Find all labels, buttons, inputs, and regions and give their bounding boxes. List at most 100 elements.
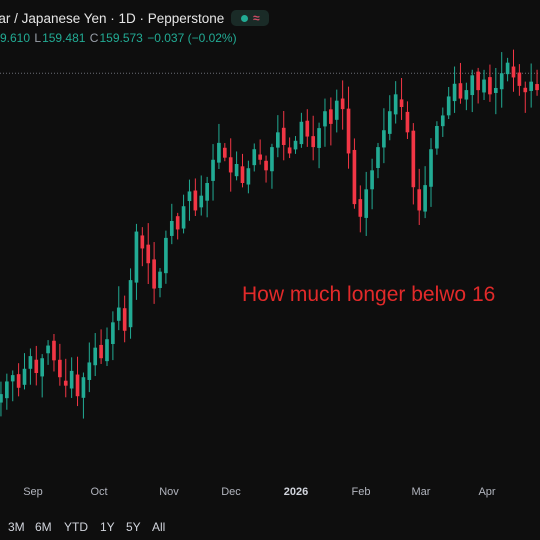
candle-body xyxy=(187,191,192,202)
open-value: 9.610 xyxy=(0,31,31,45)
candle-body xyxy=(140,235,145,249)
candle-body xyxy=(523,87,528,93)
candle-body xyxy=(52,340,56,361)
symbol-header: ɫar / Japanese Yen · 1D · Pepperstone ≈ xyxy=(0,9,270,27)
candle-body xyxy=(340,98,345,110)
candle-body xyxy=(228,157,233,173)
x-tick-label: Apr xyxy=(478,486,496,498)
close-value: 159.573 xyxy=(99,31,143,45)
candle-body xyxy=(399,99,404,107)
candle-body xyxy=(252,149,257,166)
candle-body xyxy=(240,166,245,183)
candle-body xyxy=(452,83,457,102)
candle-body xyxy=(40,358,45,377)
candle-body xyxy=(482,79,486,93)
candle-body xyxy=(376,147,380,168)
x-tick-label: Feb xyxy=(351,486,371,498)
candle-body xyxy=(352,149,357,205)
candle-body xyxy=(99,344,103,359)
candle-body xyxy=(105,339,109,362)
low-value: 159.481 xyxy=(42,31,86,45)
candle-body xyxy=(164,237,168,274)
candle-body xyxy=(16,374,21,388)
candle-body xyxy=(69,370,74,389)
candle-body xyxy=(270,147,274,172)
candle-body xyxy=(222,147,227,158)
candle-body xyxy=(446,96,451,116)
chart-text-annotation[interactable]: How much longer belwo 16 xyxy=(242,283,496,306)
candle-body xyxy=(146,244,151,264)
candle-body xyxy=(470,75,475,96)
candle-body xyxy=(0,394,3,403)
candle-body xyxy=(287,147,292,154)
range-button-5y[interactable]: 5Y xyxy=(126,520,141,534)
candle-body xyxy=(423,185,427,212)
candle-body xyxy=(293,140,298,150)
candle-body xyxy=(81,377,86,398)
candle-body xyxy=(134,231,139,283)
candle-body xyxy=(411,130,416,188)
candle-body xyxy=(323,111,327,127)
candle-body xyxy=(505,62,510,75)
range-button-ytd[interactable]: YTD xyxy=(64,520,88,534)
candle-body xyxy=(128,280,133,328)
x-tick-label: Sep xyxy=(23,486,43,498)
candle-body xyxy=(529,81,533,91)
x-tick-label: Oct xyxy=(90,486,108,498)
candle-body xyxy=(122,308,127,331)
candle-body xyxy=(370,170,374,190)
status-badge[interactable]: ≈ xyxy=(231,10,270,26)
symbol-title[interactable]: ɫar / Japanese Yen · 1D · Pepperstone xyxy=(0,10,225,26)
candle-body xyxy=(22,368,27,385)
green-dot-icon xyxy=(241,14,249,22)
candle-body xyxy=(217,142,221,163)
candle-body xyxy=(387,111,392,134)
candle-body xyxy=(358,199,363,217)
candle-body xyxy=(334,100,339,120)
candle-body xyxy=(488,77,492,95)
close-label: C xyxy=(89,31,99,45)
candle-body xyxy=(429,149,433,187)
x-tick-label: Mar xyxy=(411,486,431,498)
candle-body xyxy=(499,73,504,90)
candle-body xyxy=(364,189,369,218)
x-tick-label: Nov xyxy=(159,486,179,498)
candle-body xyxy=(58,359,62,378)
candle-body xyxy=(28,356,33,369)
candle-body xyxy=(169,221,174,236)
candle-body xyxy=(116,307,121,321)
candle-body xyxy=(311,136,316,148)
x-tick-label: 2026 xyxy=(283,486,309,498)
candle-body xyxy=(46,345,50,354)
candle-body xyxy=(393,94,398,115)
candle-body xyxy=(511,66,516,78)
range-button-3m[interactable]: 3M xyxy=(8,520,25,534)
candle-body xyxy=(181,206,186,229)
candle-body xyxy=(211,159,215,181)
candle-body xyxy=(193,190,198,211)
x-tick-label: Dec xyxy=(221,486,241,498)
range-button-1y[interactable]: 1Y xyxy=(100,520,115,534)
low-label: L xyxy=(34,31,42,45)
candle-body xyxy=(476,71,480,91)
ohlc-readout: 9.610 L159.481 C159.573 −0.037 (−0.02%) xyxy=(0,31,238,45)
candle-body xyxy=(329,109,333,124)
candle-body xyxy=(258,154,262,160)
candle-body xyxy=(205,183,209,201)
candle-body xyxy=(299,121,304,145)
candle-body xyxy=(276,132,280,148)
candle-body xyxy=(317,128,321,148)
candle-body xyxy=(346,108,351,154)
candle-body xyxy=(535,84,539,91)
candle-body xyxy=(111,322,115,344)
range-button-6m[interactable]: 6M xyxy=(35,520,52,534)
time-axis: Sep Oct Nov Dec 2026 Feb Mar Apr xyxy=(0,486,540,502)
candle-body xyxy=(281,127,286,145)
candles-group xyxy=(0,49,539,419)
range-button-all[interactable]: All xyxy=(152,520,166,534)
candle-body xyxy=(382,130,386,148)
candle-body xyxy=(93,347,98,366)
candle-body xyxy=(464,90,469,100)
candle-body xyxy=(435,126,439,149)
